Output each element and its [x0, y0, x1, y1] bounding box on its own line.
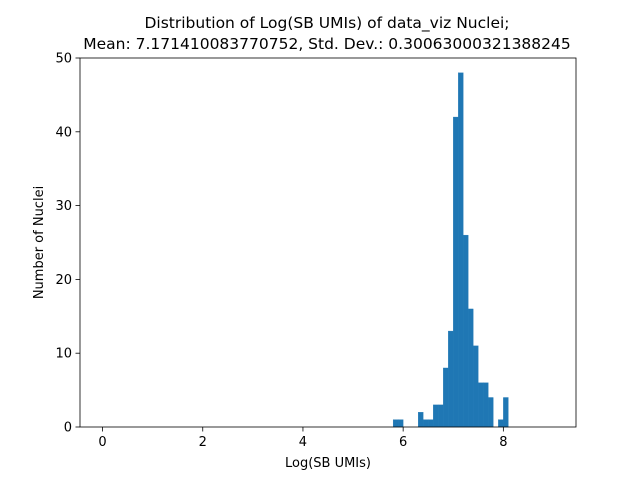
histogram-bar-10	[458, 72, 464, 428]
histogram-bar-17	[498, 419, 504, 428]
histogram-bar-4	[428, 419, 434, 428]
chart-subtitle: Mean: 7.171410083770752, Std. Dev.: 0.30…	[83, 35, 571, 53]
chart-title: Distribution of Log(SB UMIs) of data_viz…	[144, 14, 509, 33]
histogram-bar-2	[418, 412, 424, 428]
histogram-bar-18	[503, 397, 509, 428]
histogram-bar-5	[433, 404, 439, 428]
histogram-bar-16	[488, 397, 494, 428]
histogram-bar-7	[443, 367, 449, 428]
x-tick-label-0: 0	[98, 435, 106, 450]
histogram-bar-3	[423, 419, 429, 428]
histogram-bar-12	[468, 308, 474, 428]
histogram-bar-0	[392, 419, 399, 428]
y-axis-label: Number of Nuclei	[32, 186, 47, 299]
histogram-bar-6	[438, 404, 444, 428]
y-tick-label-2: 20	[55, 273, 72, 288]
histogram-bar-11	[463, 234, 469, 428]
y-tick-label-0: 0	[64, 421, 72, 436]
x-tick-label-1: 2	[199, 435, 207, 450]
x-tick-label-4: 8	[499, 435, 507, 450]
y-tick-label-5: 50	[55, 52, 72, 67]
histogram-bar-9	[453, 116, 459, 428]
x-axis-ticks: 0 2 4 6 8	[98, 427, 507, 450]
plot-area-frame	[79, 57, 577, 428]
x-tick-label-3: 6	[399, 435, 407, 450]
x-tick-label-2: 4	[299, 435, 307, 450]
histogram-bar-15	[483, 382, 489, 428]
y-axis-ticks: 0 10 20 30 40 50	[55, 52, 80, 436]
histogram-bar-1	[397, 419, 404, 428]
histogram-bar-14	[478, 382, 484, 428]
x-axis-label: Log(SB UMIs)	[285, 456, 371, 471]
y-tick-label-3: 30	[55, 199, 72, 214]
y-tick-label-1: 10	[55, 347, 72, 362]
histogram-bars	[392, 72, 509, 428]
y-tick-label-4: 40	[55, 125, 72, 140]
histogram-bar-8	[448, 330, 454, 428]
histogram-bar-13	[473, 345, 479, 428]
